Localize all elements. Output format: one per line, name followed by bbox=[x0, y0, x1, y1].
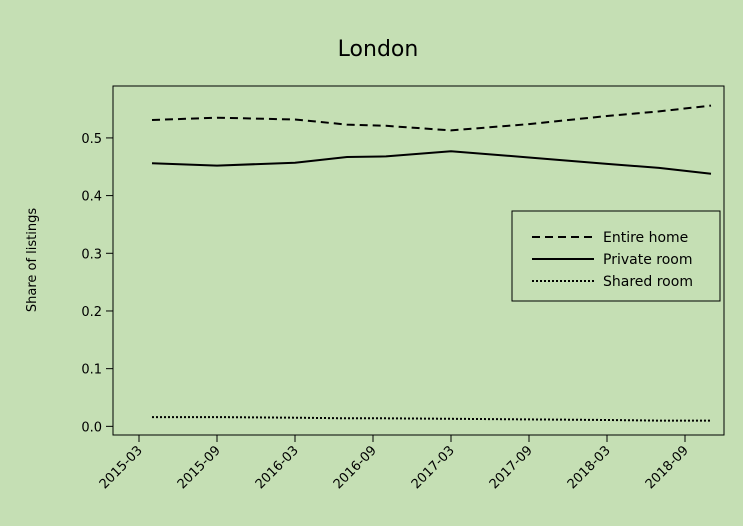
x-tick-label: 2015-09 bbox=[175, 443, 224, 492]
legend-label: Shared room bbox=[603, 274, 693, 290]
y-tick-label: 0.4 bbox=[81, 190, 102, 205]
x-tick-label: 2018-03 bbox=[565, 443, 614, 492]
legend-label: Entire home bbox=[603, 230, 688, 246]
y-tick-label: 0.2 bbox=[81, 305, 102, 320]
x-tick-label: 2017-09 bbox=[487, 443, 536, 492]
legend: Entire home Private room Shared room bbox=[511, 210, 721, 302]
chart-title: London bbox=[338, 37, 419, 62]
y-tick-label: 0.3 bbox=[81, 247, 102, 262]
y-axis: 0.0 0.1 0.2 0.3 0.4 0.5 bbox=[81, 132, 113, 435]
y-axis-label: Share of listings bbox=[25, 208, 40, 313]
x-tick-label: 2018-09 bbox=[643, 443, 692, 492]
x-tick-label: 2016-03 bbox=[253, 443, 302, 492]
series-line-shared-room bbox=[152, 416, 711, 422]
legend-box bbox=[511, 210, 721, 302]
y-tick-label: 0.5 bbox=[81, 132, 102, 147]
x-tick-label: 2015-03 bbox=[97, 443, 146, 492]
series-lines bbox=[151, 104, 712, 422]
y-tick-label: 0.1 bbox=[81, 363, 102, 378]
plot-area bbox=[112, 85, 725, 436]
x-axis: 2015-03 2015-09 2016-03 2016-09 2017-03 2017-… bbox=[97, 435, 692, 492]
x-tick-label: 2016-09 bbox=[331, 443, 380, 492]
series-line-private-room bbox=[151, 150, 712, 175]
x-tick-label: 2017-03 bbox=[409, 443, 458, 492]
legend-label: Private room bbox=[603, 252, 692, 268]
y-tick-label: 0.0 bbox=[81, 420, 102, 435]
series-line-entire-home bbox=[151, 104, 712, 132]
